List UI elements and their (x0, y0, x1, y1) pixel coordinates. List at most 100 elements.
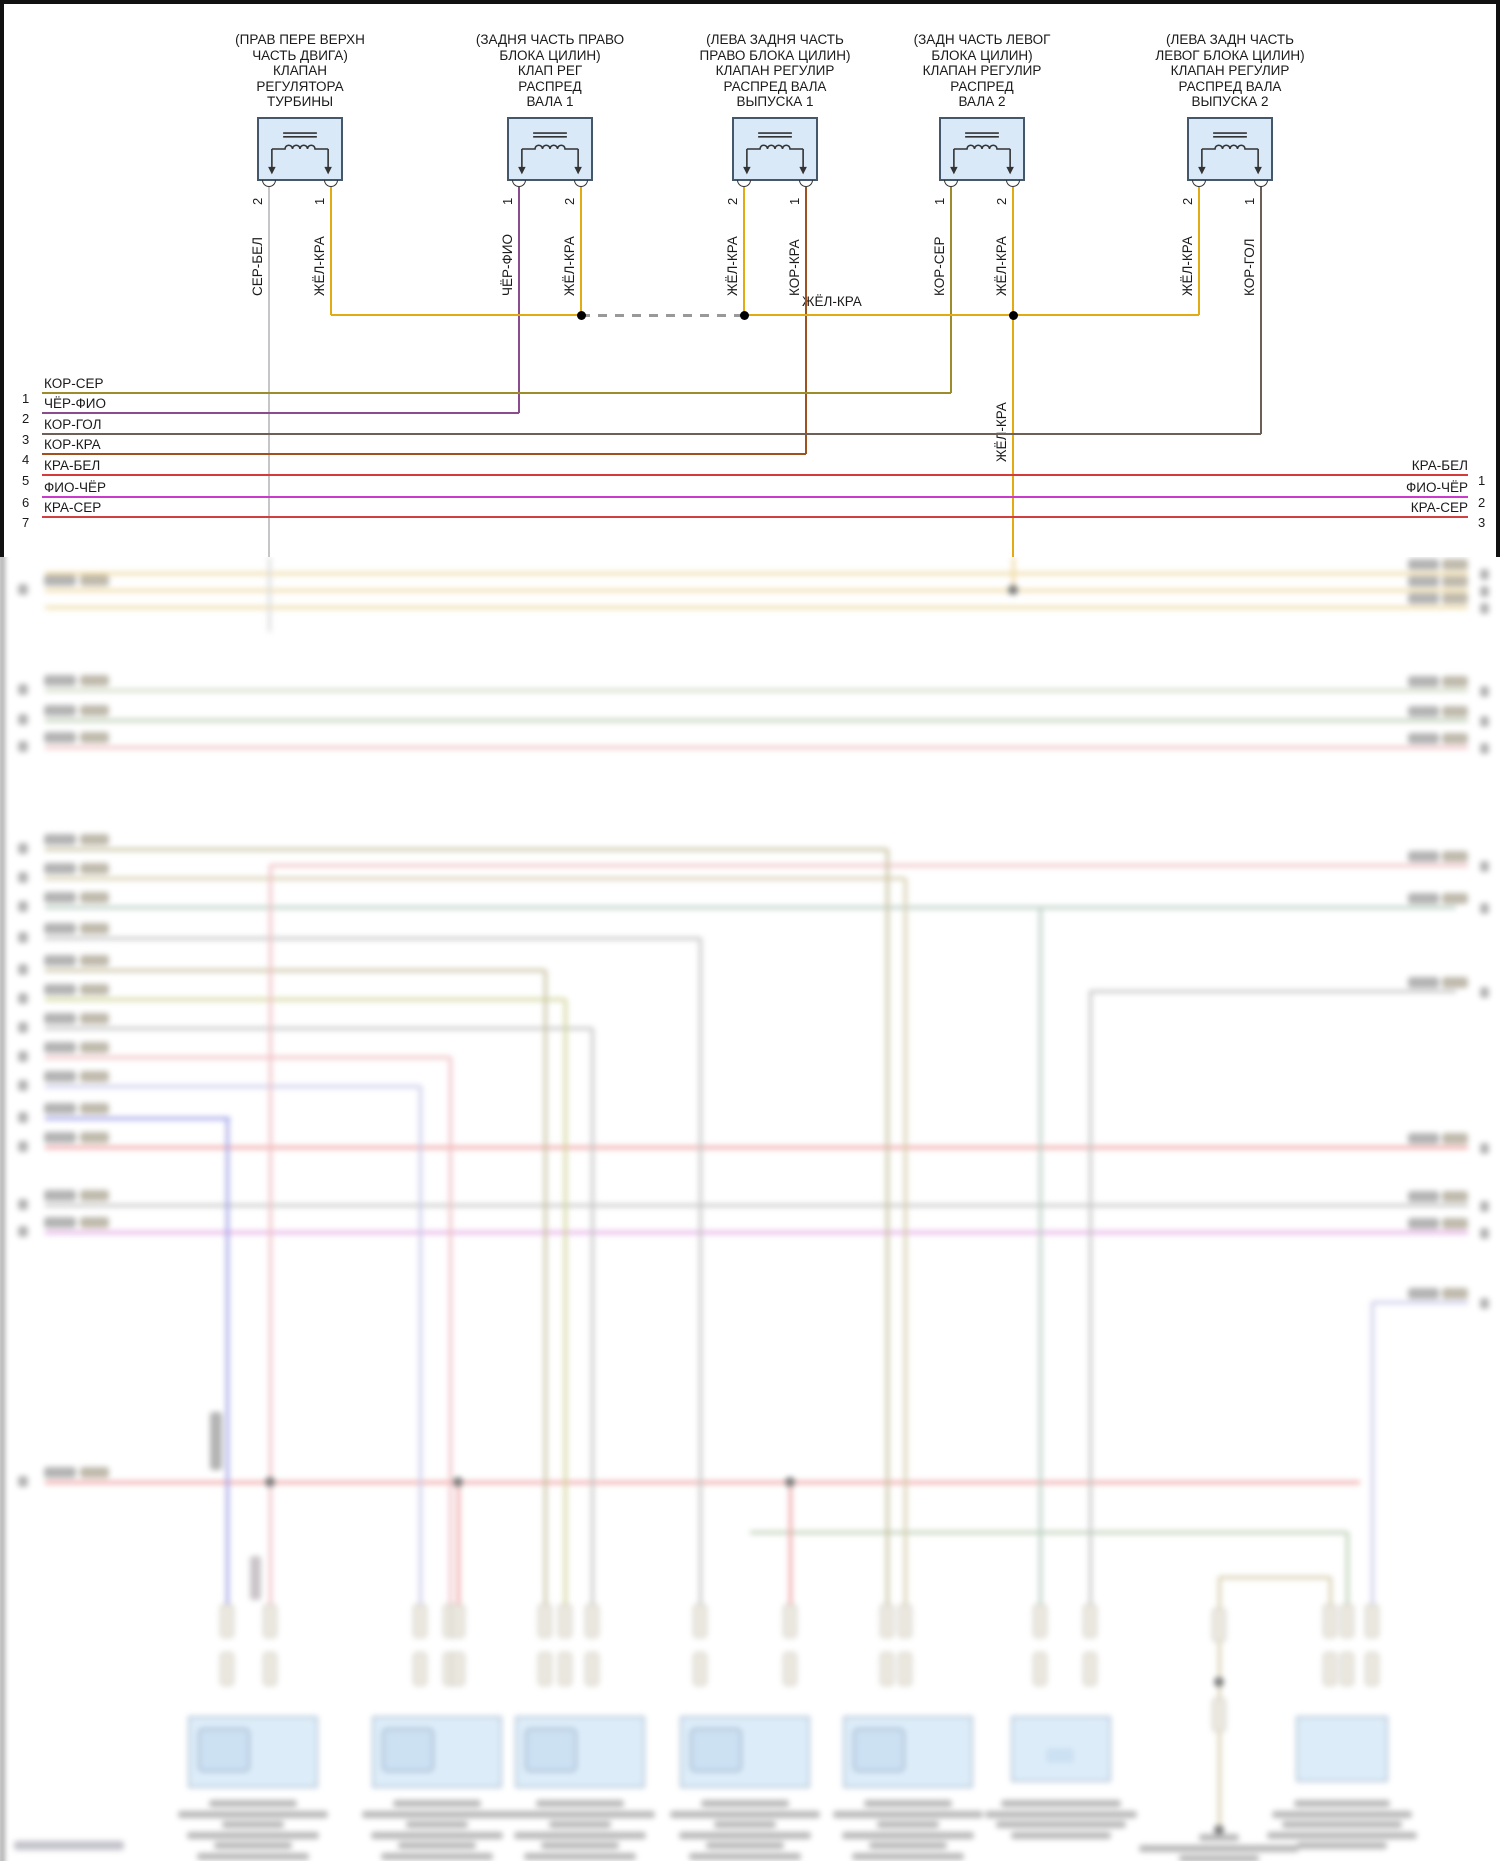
blurred-caption-line (1297, 1842, 1387, 1849)
blurred-terminal-block (1212, 1698, 1226, 1732)
blurred-caption-line (852, 1852, 964, 1860)
blurred-terminal-block (1212, 1608, 1226, 1642)
blurred-wire (885, 849, 889, 1612)
solenoid-coil-icon (268, 132, 332, 175)
pin-wire-label: КОР-КРА (787, 239, 802, 296)
blurred-wire (788, 1482, 792, 1612)
pin-number: 2 (562, 197, 577, 205)
blurred-wire-label (1442, 1133, 1468, 1144)
blurred-terminal-block (693, 1604, 707, 1638)
blurred-wire (268, 865, 272, 1612)
blurred-wire-label (1442, 676, 1468, 687)
blurred-wire-label (44, 1467, 76, 1478)
blurred-junction-dot (1214, 1677, 1224, 1687)
component-label-line: (ПРАВ ПЕРЕ ВЕРХН (235, 32, 365, 47)
left-pin-label: ФИО-ЧЁР (44, 480, 106, 495)
blurred-caption-line (222, 1821, 284, 1828)
blurred-wire-label (1408, 676, 1439, 687)
blurred-terminal-block (558, 1604, 572, 1638)
blurred-terminal-block (1365, 1604, 1379, 1638)
blurred-wire (1090, 989, 1456, 993)
blurred-pin-number (18, 1226, 28, 1237)
blurred-caption-line (393, 1800, 481, 1807)
blurred-wire-label (80, 923, 109, 934)
blurred-caption-line (536, 1800, 624, 1807)
left-pin-number: 5 (22, 473, 30, 488)
blurred-connector-box-inner (853, 1728, 905, 1772)
right-pin-number: 2 (1478, 495, 1486, 510)
blurred-zone (0, 557, 1500, 1861)
blurred-terminal-block (413, 1652, 427, 1686)
blurred-caption-line (1267, 1831, 1417, 1839)
component-label-line: (ЛЕВА ЗАДН ЧАСТЬ (1165, 32, 1295, 47)
blurred-terminal-block (538, 1652, 552, 1686)
blurred-wire-label (44, 1190, 76, 1201)
blurred-wire-label (1408, 1191, 1439, 1202)
yellow-bus-dashed-link (581, 313, 744, 317)
blurred-wire (270, 863, 1468, 867)
blurred-wire (448, 1057, 452, 1612)
pin-socket-icon (1192, 180, 1206, 187)
blurred-caption-line (371, 1831, 503, 1839)
blurred-terminal-block (898, 1604, 912, 1638)
blurred-wire (563, 999, 567, 1612)
blurred-caption-line (833, 1810, 983, 1818)
wire-row-ЧЁР-ФИО (42, 411, 519, 415)
blurred-pin-number (18, 932, 28, 943)
blurred-caption-line (679, 1831, 811, 1839)
blurred-terminal-block (1083, 1652, 1097, 1686)
blurred-terminal-block (783, 1652, 797, 1686)
blurred-wire-label (1442, 851, 1468, 862)
blurred-pin-number (18, 964, 28, 975)
blurred-caption-line (877, 1821, 939, 1828)
blurred-pin-number (18, 1051, 28, 1062)
pin-socket-icon (737, 180, 751, 187)
pin-wire-label: КОР-ГОЛ (1242, 238, 1257, 296)
wire-kor-gol (1259, 187, 1263, 434)
wire-yellow (742, 187, 746, 315)
blurred-terminal-block (1033, 1652, 1047, 1686)
component-box-exhaust-camshaft-valve-2 (1187, 117, 1273, 181)
blurred-terminal-block (880, 1604, 894, 1638)
pin-number: 1 (932, 197, 947, 205)
blurred-wire-label (44, 955, 76, 966)
blurred-wire (418, 1086, 422, 1612)
left-pin-number: 6 (22, 495, 30, 510)
blurred-caption-line (701, 1800, 789, 1807)
blurred-wire (45, 718, 1468, 722)
component-label-line: РАСПРЕД ВАЛА (723, 78, 827, 94)
component-label-line: (ЗАДН ЧАСТЬ ЛЕВОГ (913, 32, 1051, 47)
blurred-wire-label (44, 923, 76, 934)
left-pin-label: КРА-СЕР (44, 500, 102, 515)
blurred-wire-label (1408, 733, 1439, 744)
blurred-pin-number (1480, 716, 1489, 727)
blurred-wire-label (44, 1132, 76, 1143)
blurred-caption-line (1001, 1800, 1121, 1807)
right-pin-label: ФИО-ЧЁР (1406, 480, 1468, 495)
blurred-terminal-block (585, 1604, 599, 1638)
component-label-exhaust-camshaft-valve-1: (ЛЕВА ЗАДНЯ ЧАСТЬ ПРАВО БЛОКА ЦИЛИН) КЛАПА… (645, 32, 905, 110)
blurred-wire (45, 588, 1468, 592)
blurred-pin-number (18, 1476, 28, 1487)
blurred-caption-line (706, 1842, 784, 1849)
blurred-diagram-content (0, 557, 1500, 1861)
blurred-wire-label (1442, 1288, 1468, 1299)
blurred-pin-number (18, 1080, 28, 1091)
blurred-terminal-block (1033, 1604, 1047, 1638)
component-label-line: ТУРБИНЫ (266, 94, 334, 109)
blurred-wire (45, 1480, 1360, 1484)
blurred-connector-box-inner (382, 1728, 434, 1772)
blurred-wire (698, 938, 702, 1612)
blurred-wire-label (80, 955, 109, 966)
blurred-caption-line (209, 1800, 297, 1807)
right-pin-label: КРА-СЕР (1410, 500, 1468, 515)
blurred-terminal-block (451, 1604, 465, 1638)
blurred-caption-line (524, 1852, 636, 1860)
blurred-wire (1345, 1532, 1349, 1612)
component-label-line: (ЛЕВА ЗАДНЯ ЧАСТЬ (706, 32, 844, 47)
blurred-wire-label (80, 1103, 109, 1114)
wire-row-КОР-СЕР (42, 391, 951, 395)
blurred-pin-number (18, 872, 28, 883)
blurred-wire-label (80, 834, 109, 845)
blurred-caption-line (1139, 1844, 1299, 1852)
